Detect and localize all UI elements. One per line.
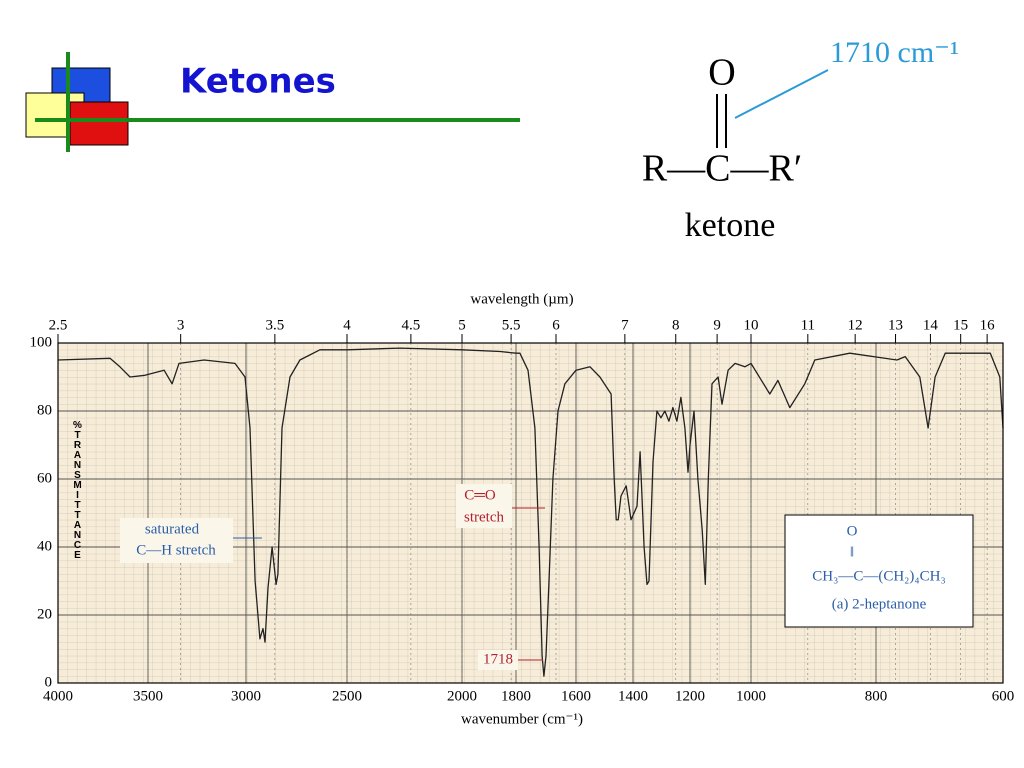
annotation-box — [456, 484, 512, 528]
structure-name: ketone — [685, 207, 776, 244]
annotation: stretch — [464, 509, 504, 525]
x-tick-label: 1600 — [561, 688, 591, 704]
x-tick-label: 600 — [992, 688, 1015, 704]
x-tick-label: 2500 — [332, 688, 362, 704]
x2-tick-label: 9 — [713, 317, 721, 333]
x2-tick-label: 8 — [672, 317, 680, 333]
x-axis-label: wavenumber (cm⁻¹) — [461, 711, 583, 727]
x2-axis-label: wavelength (µm) — [470, 291, 573, 307]
plot-frame — [57, 342, 1004, 684]
x2-tick-label: 10 — [744, 317, 759, 333]
x2-tick-label: 3.5 — [265, 317, 284, 333]
annotation: saturated — [145, 521, 200, 537]
x-tick-label: 4000 — [43, 688, 73, 704]
inset-oxygen: O — [847, 523, 858, 539]
y-axis-label: %TRANSMITTANCE — [72, 420, 83, 560]
x2-tick-label: 6 — [552, 317, 560, 333]
pointer — [734, 69, 829, 119]
y-tick-label: 100 — [30, 334, 53, 350]
inset-bond: ‖ — [850, 544, 854, 560]
annotation: C—H stretch — [136, 542, 216, 558]
frequency-label: 1710 cm⁻¹ — [830, 36, 959, 69]
x2-tick-label: 5 — [458, 317, 466, 333]
x2-tick-label: 14 — [923, 317, 939, 333]
x-tick-label: 3000 — [231, 688, 261, 704]
annotation: C═O — [464, 487, 496, 503]
x-tick-label: 1800 — [501, 688, 531, 704]
x-tick-label: 1400 — [618, 688, 648, 704]
x-tick-label: 1200 — [675, 688, 705, 704]
x2-tick-label: 2.5 — [49, 317, 68, 333]
y-tick-label: 80 — [37, 402, 52, 418]
y-tick-label: 60 — [37, 470, 52, 486]
x-tick-label: 800 — [865, 688, 888, 704]
inset-box — [784, 514, 974, 628]
annotation-box — [478, 650, 518, 670]
x2-tick-label: 12 — [848, 317, 863, 333]
annotation: 1718 — [483, 651, 513, 667]
x-tick-label: 3500 — [133, 688, 163, 704]
y-tick-label: 40 — [37, 538, 52, 554]
y-tick-label: 20 — [37, 606, 52, 622]
annotation-box — [120, 518, 233, 563]
x2-tick-label: 13 — [888, 317, 903, 333]
structure: 1710 cm⁻¹ O R—C—R′ ketone — [642, 36, 959, 244]
slide-title: Ketones — [180, 62, 336, 102]
formula: R—C—R′ — [642, 148, 802, 190]
x2-tick-label: 5.5 — [502, 317, 521, 333]
x2-tick-label: 4.5 — [402, 317, 421, 333]
x2-tick-label: 11 — [801, 317, 815, 333]
spectrum-line — [57, 347, 1004, 677]
x2-tick-label: 3 — [177, 317, 185, 333]
x2-tick-label: 16 — [980, 317, 996, 333]
logo — [25, 52, 520, 152]
x2-tick-label: 15 — [953, 317, 968, 333]
x-tick-label: 1000 — [736, 688, 766, 704]
oxygen: O — [708, 52, 735, 94]
x-tick-label: 2000 — [447, 688, 477, 704]
y-tick-label: 0 — [45, 674, 53, 690]
x2-tick-label: 7 — [621, 317, 629, 333]
x2-tick-label: 4 — [343, 317, 351, 333]
inset-caption: (a) 2-heptanone — [832, 596, 927, 612]
inset-formula: CH₃—C—(CH₂)₄CH₃ — [812, 568, 945, 584]
